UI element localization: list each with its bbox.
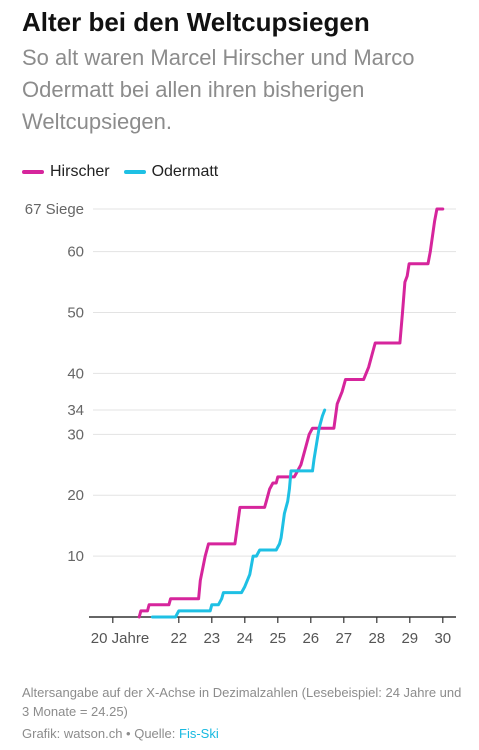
grid-lines	[93, 208, 456, 557]
x-tick-label: 29	[401, 630, 418, 647]
x-tick-label: 20 Jahre	[91, 630, 149, 647]
x-tick-label: 28	[368, 630, 385, 647]
credit-line: Grafik: watson.ch • Quelle: Fis-Ski	[22, 724, 462, 743]
legend-item-hirscher: Hirscher	[22, 163, 110, 181]
footnote: Altersangabe auf der X-Achse in Dezimalz…	[22, 685, 462, 719]
x-tick-label: 26	[302, 630, 319, 647]
y-axis-ticks: 10 20 30 34 40 50 60 67 Siege	[25, 201, 84, 565]
x-tick-label: 27	[335, 630, 352, 647]
y-tick-label: 30	[67, 426, 84, 443]
x-tick-label: 22	[170, 630, 187, 647]
y-tick-label: 20	[67, 487, 84, 504]
x-axis: 20 Jahre 22 23 24 25 26 27 28 29 30	[89, 616, 456, 647]
y-tick-label: 60	[67, 244, 84, 261]
x-tick-label: 30	[434, 630, 451, 647]
legend: Hirscher Odermatt	[22, 161, 232, 183]
series-line-hirscher	[137, 207, 445, 619]
x-tick-label: 23	[203, 630, 220, 647]
y-tick-label: 50	[67, 305, 84, 322]
legend-label-hirscher: Hirscher	[50, 163, 110, 180]
y-tick-label: 67 Siege	[25, 201, 84, 218]
chart-subtitle: So alt waren Marcel Hirscher und Marco O…	[22, 45, 415, 134]
legend-swatch-odermatt	[123, 170, 146, 174]
series-lines	[137, 207, 445, 619]
legend-swatch-hirscher	[22, 170, 44, 174]
chart-title: Alter bei den Weltcupsiegen	[22, 7, 370, 37]
y-tick-label: 40	[67, 365, 84, 382]
legend-item-odermatt: Odermatt	[123, 163, 219, 181]
series-line-odermatt	[150, 408, 327, 619]
legend-label-odermatt: Odermatt	[151, 163, 219, 180]
y-tick-label: 34	[67, 402, 84, 419]
x-tick-label: 25	[269, 630, 286, 647]
credit-prefix: Grafik: watson.ch • Quelle:	[22, 726, 180, 741]
x-tick-label: 24	[236, 630, 253, 647]
y-tick-label: 10	[67, 548, 84, 565]
source-link[interactable]: Fis-Ski	[179, 726, 219, 741]
